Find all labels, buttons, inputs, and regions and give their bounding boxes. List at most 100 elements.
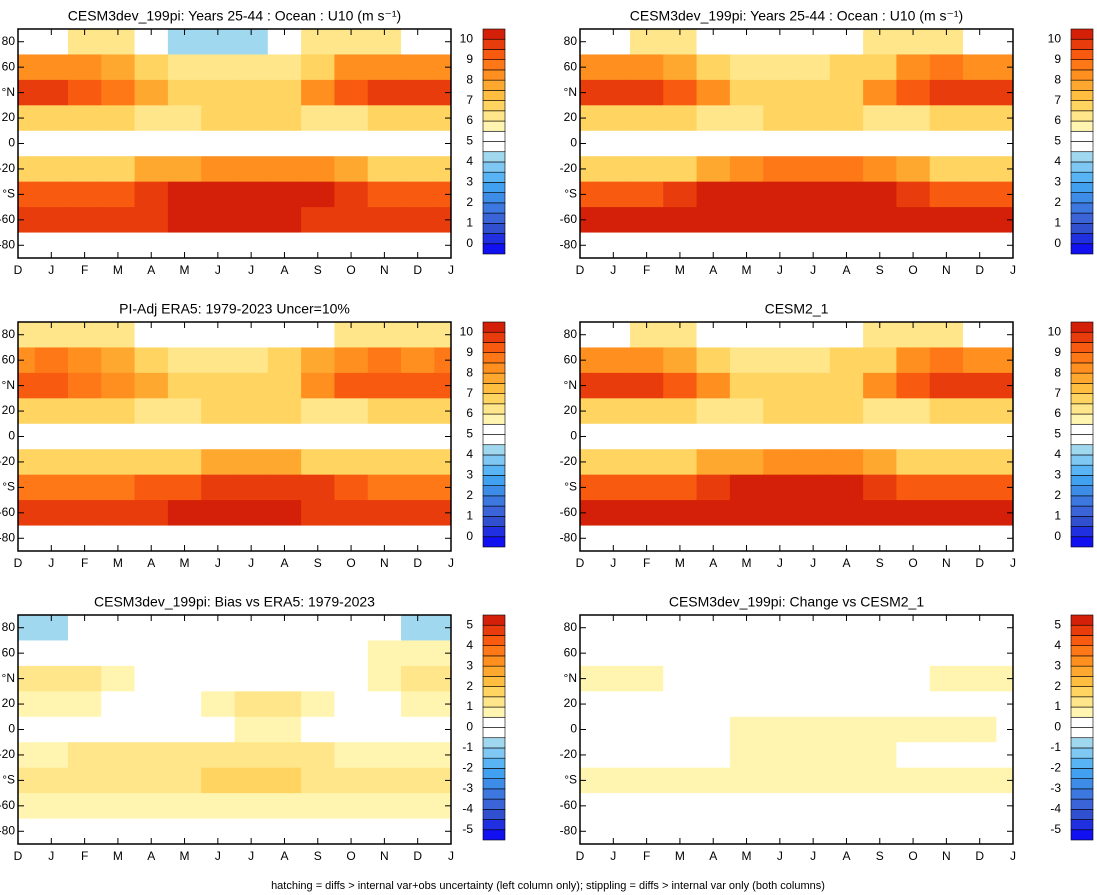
cell <box>167 640 202 667</box>
cell <box>963 665 997 692</box>
cell <box>996 130 1014 157</box>
cell <box>434 29 452 55</box>
cell <box>201 207 235 234</box>
cell <box>763 347 797 374</box>
cell <box>267 793 302 820</box>
cell <box>663 79 698 106</box>
cell <box>267 79 302 106</box>
colorbar-box <box>482 182 506 193</box>
colorbar-box <box>482 624 506 636</box>
cell <box>629 691 664 718</box>
cell <box>580 423 598 450</box>
colorbar-box <box>482 69 506 81</box>
cell <box>434 398 452 425</box>
x-tick-label: O <box>346 556 355 570</box>
cell <box>763 130 797 157</box>
cell <box>18 474 36 501</box>
colorbar-box <box>1070 614 1094 626</box>
cell <box>67 181 102 208</box>
colorbar-box <box>482 778 506 790</box>
colorbar-label: 0 <box>466 529 473 543</box>
y-tick-label: -80 <box>0 237 15 251</box>
cell <box>896 449 931 476</box>
cell <box>763 156 797 183</box>
cell <box>929 181 964 208</box>
panel: PI-Adj ERA5: 1979-2023 Uncer=10%8060°N20… <box>0 301 506 570</box>
cell <box>67 156 102 183</box>
cell <box>763 474 797 501</box>
cell <box>996 449 1014 476</box>
cell <box>996 500 1014 527</box>
x-tick-label: F <box>643 263 650 277</box>
cell <box>629 767 664 794</box>
colorbar-box <box>482 655 506 667</box>
x-tick-label: D <box>975 556 984 570</box>
cell <box>34 742 69 769</box>
y-tick-label: -80 <box>560 823 578 837</box>
cell <box>596 767 631 794</box>
colorbar-label: -3 <box>462 781 473 795</box>
x-tick-label: A <box>709 263 717 277</box>
cell <box>267 372 302 399</box>
cell <box>434 767 452 794</box>
cell <box>67 474 102 501</box>
cell <box>301 347 335 374</box>
x-tick-label: F <box>81 263 88 277</box>
cell <box>401 130 435 157</box>
cell <box>663 474 698 501</box>
colorbar-label: 4 <box>1054 638 1061 652</box>
cell <box>963 640 997 667</box>
colorbar-box <box>1070 778 1094 790</box>
cell <box>996 347 1014 374</box>
x-tick-label: F <box>643 849 650 863</box>
y-tick-label: 20 <box>2 696 16 710</box>
cell <box>267 742 302 769</box>
cell <box>596 793 631 820</box>
panel-title: CESM3dev_199pi: Years 25-44 : Ocean : U1… <box>68 8 401 24</box>
cell <box>863 767 897 794</box>
cell <box>796 500 831 527</box>
y-tick-label: -80 <box>560 530 578 544</box>
cell <box>334 691 369 718</box>
cell <box>929 640 964 667</box>
colorbar-box <box>1070 655 1094 667</box>
caption: hatching = diffs > internal var+obs unce… <box>271 880 825 892</box>
cell <box>18 130 36 157</box>
cell <box>434 322 452 348</box>
cell <box>334 207 369 234</box>
cell <box>301 130 335 157</box>
cell <box>663 347 698 374</box>
cell <box>729 156 764 183</box>
x-tick-label: J <box>777 263 783 277</box>
cell <box>267 181 302 208</box>
cell <box>863 449 897 476</box>
cell <box>763 105 797 132</box>
colorbar-box <box>482 788 506 800</box>
cell <box>596 716 631 743</box>
cell <box>629 347 664 374</box>
colorbar-label: 2 <box>466 488 473 502</box>
cell <box>763 54 797 81</box>
cell <box>201 398 235 425</box>
colorbar-box <box>1070 737 1094 749</box>
cell <box>829 640 864 667</box>
cell <box>580 130 598 157</box>
cell <box>201 665 235 692</box>
colorbar-box <box>482 614 506 626</box>
cell <box>580 716 598 743</box>
cell <box>663 105 698 132</box>
colorbar-label: -1 <box>1050 740 1061 754</box>
x-tick-label: J <box>810 556 816 570</box>
cell <box>67 347 102 374</box>
y-tick-label: 60 <box>564 352 578 366</box>
colorbar-box <box>482 79 506 91</box>
cell <box>729 742 764 769</box>
cell <box>367 767 402 794</box>
colorbar-box <box>1070 716 1094 728</box>
cell <box>596 423 631 450</box>
cell <box>629 449 664 476</box>
colorbar-box <box>482 352 506 364</box>
cell <box>629 130 664 157</box>
cell <box>301 665 335 692</box>
